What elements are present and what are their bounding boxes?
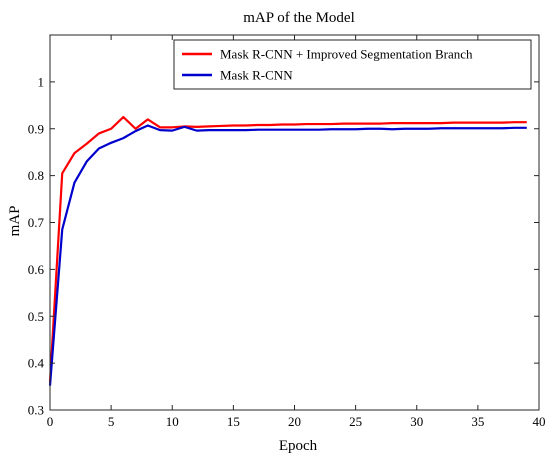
y-tick-label: 0.8 — [28, 168, 44, 183]
y-tick-label: 0.7 — [28, 215, 45, 230]
x-tick-label: 20 — [288, 414, 301, 429]
x-tick-label: 0 — [47, 414, 54, 429]
legend-entry-1: Mask R-CNN + Improved Segmentation Branc… — [220, 47, 473, 62]
legend-entry-2: Mask R-CNN — [220, 68, 293, 83]
x-tick-label: 30 — [410, 414, 423, 429]
series-line-1 — [48, 115, 527, 382]
x-tick-label: 10 — [166, 414, 179, 429]
x-tick-label: 35 — [471, 414, 484, 429]
x-axis-label: Epoch — [279, 438, 318, 454]
y-tick-label: 1 — [38, 74, 45, 89]
chart-title: mAP of the Model — [243, 10, 355, 26]
ticks-layer: 0 5 10 15 20 25 30 35 40 0.3 0.4 0.5 0.6 0.7 0.8 0.9 1 — [28, 35, 546, 429]
x-tick-label: 40 — [533, 414, 546, 429]
legend: Mask R-CNN + Improved Segmentation Branc… — [173, 39, 532, 90]
series-line-2 — [48, 124, 527, 386]
y-tick-label: 0.3 — [28, 403, 44, 418]
y-tick-label: 0.5 — [28, 309, 44, 324]
y-axis-label: mAP — [7, 206, 23, 237]
x-tick-label: 25 — [349, 414, 362, 429]
legend-box — [173, 39, 532, 90]
y-tick-label: 0.4 — [28, 356, 45, 371]
series-layer — [48, 115, 527, 386]
y-tick-label: 0.6 — [28, 262, 45, 277]
x-tick-label: 5 — [108, 414, 115, 429]
y-tick-label: 0.9 — [28, 121, 44, 136]
x-tick-label: 15 — [227, 414, 240, 429]
